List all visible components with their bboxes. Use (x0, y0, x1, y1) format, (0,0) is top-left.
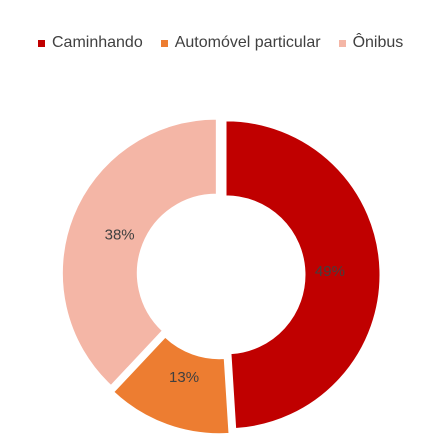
chart-legend: Caminhando Automóvel particular Ônibus (38, 34, 403, 52)
data-label-onibus: 38% (105, 226, 135, 243)
legend-swatch-automovel-particular (160, 39, 168, 47)
legend-label-caminhando: Caminhando (52, 34, 143, 51)
slice-caminhando (225, 120, 381, 430)
legend-swatch-caminhando (38, 39, 45, 47)
slice-onibus (61, 118, 217, 387)
slice-automovel-particular (113, 336, 230, 435)
legend-swatch-onibus (338, 39, 346, 47)
legend-label-automovel-particular: Automóvel particular (174, 34, 321, 51)
data-label-automovel-particular: 13% (169, 369, 199, 386)
legend-item-onibus: Ônibus (338, 34, 404, 52)
legend-label-onibus: Ônibus (352, 34, 404, 51)
legend-item-automovel-particular: Automóvel particular (160, 34, 321, 52)
data-label-caminhando: 49% (315, 263, 345, 280)
legend-item-caminhando: Caminhando (38, 34, 143, 52)
